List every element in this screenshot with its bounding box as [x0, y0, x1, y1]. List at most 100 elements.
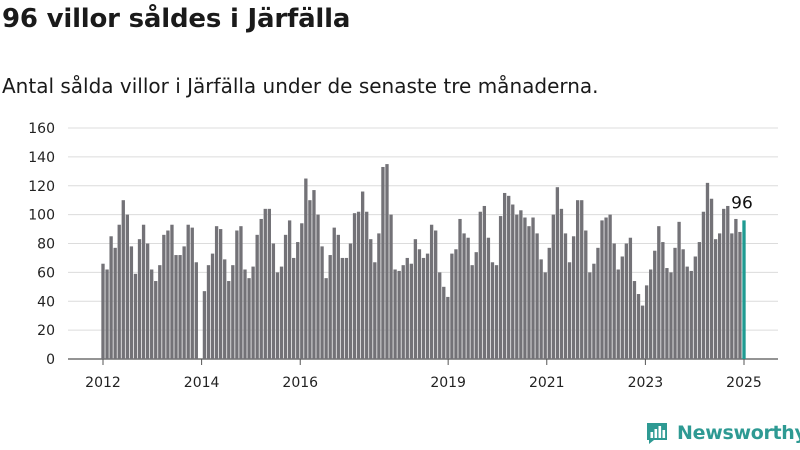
- bar: [328, 255, 332, 359]
- bar: [685, 266, 689, 359]
- bar: [373, 262, 377, 359]
- bar: [612, 243, 616, 359]
- bar: [369, 239, 373, 359]
- bar: [292, 257, 296, 359]
- bar: [312, 190, 316, 359]
- bar: [170, 224, 174, 359]
- bar: [636, 294, 641, 359]
- bar: [681, 249, 685, 359]
- x-tick-label: 2014: [184, 375, 220, 391]
- bar: [271, 243, 276, 359]
- bar: [105, 269, 109, 359]
- bar: [425, 253, 430, 359]
- bar: [308, 200, 312, 359]
- bar: [300, 223, 304, 359]
- bar: [243, 269, 247, 359]
- y-tick-label: 160: [28, 121, 55, 137]
- bar: [377, 233, 381, 359]
- bar: [393, 269, 397, 359]
- bar: [150, 269, 154, 359]
- bar: [178, 255, 182, 359]
- bar: [596, 247, 600, 359]
- bar: [632, 281, 637, 359]
- bar: [576, 200, 580, 359]
- bar: [738, 231, 742, 359]
- bar: [186, 224, 190, 359]
- bar: [486, 237, 491, 359]
- bar: [154, 281, 158, 359]
- bar: [657, 226, 661, 359]
- bar-series: [101, 164, 746, 359]
- bar: [470, 265, 474, 359]
- bar: [446, 296, 450, 359]
- bar: [701, 211, 706, 359]
- bar: [255, 234, 259, 359]
- y-tick-label: 80: [37, 237, 55, 253]
- bar: [158, 265, 162, 359]
- brand-name: Newsworthy: [677, 422, 800, 444]
- bar: [697, 242, 702, 359]
- bar: [141, 224, 146, 359]
- bar: [316, 214, 320, 359]
- bar: [360, 191, 365, 359]
- x-axis: 2012 2014 2016 2019 2021 2023 2025: [85, 359, 762, 391]
- bar: [413, 239, 418, 359]
- bar: [494, 265, 499, 359]
- y-tick-label: 120: [28, 179, 55, 195]
- bar: [571, 236, 576, 359]
- bar: [722, 208, 726, 359]
- x-tick-label: 2023: [628, 375, 664, 391]
- bar: [389, 214, 393, 359]
- y-tick-label: 140: [28, 150, 55, 166]
- bar: [531, 217, 535, 359]
- bar: [275, 272, 280, 359]
- x-tick-label: 2012: [85, 375, 121, 391]
- bar: [223, 259, 227, 359]
- bar: [527, 226, 531, 359]
- bar: [730, 233, 734, 359]
- bar: [551, 214, 555, 359]
- bar: [726, 205, 730, 359]
- bar: [669, 272, 673, 359]
- bar: [365, 211, 369, 359]
- bar: [109, 236, 113, 359]
- bar: [620, 256, 624, 359]
- y-tick-label: 40: [37, 294, 55, 310]
- bar: [661, 242, 665, 359]
- bar: [429, 224, 434, 359]
- bar: [450, 253, 454, 359]
- chart-subtitle: Antal sålda villor i Järfälla under de s…: [2, 74, 599, 98]
- bar: [356, 211, 361, 359]
- bar: [194, 262, 198, 359]
- bar: [624, 243, 629, 359]
- bar: [210, 253, 215, 359]
- bar: [190, 227, 194, 359]
- bar: [227, 281, 231, 359]
- bar: [466, 237, 470, 359]
- bar: [166, 230, 170, 359]
- bar: [324, 278, 328, 359]
- bar: [340, 257, 345, 359]
- bar: [129, 246, 134, 359]
- bar: [409, 263, 413, 359]
- bar: [344, 257, 349, 359]
- bar-latest: [742, 220, 746, 359]
- bar: [644, 285, 649, 359]
- bar: [523, 217, 527, 359]
- bar: [263, 208, 267, 359]
- chart-title: 96 villor såldes i Järfälla: [2, 4, 351, 34]
- bar: [713, 239, 718, 359]
- bar: [555, 187, 560, 359]
- bar: [511, 204, 515, 359]
- y-tick-label: 0: [46, 352, 55, 368]
- bar: [283, 234, 288, 359]
- bar: [519, 210, 523, 359]
- bar: [218, 229, 223, 359]
- bar: [478, 211, 482, 359]
- bar: [247, 278, 251, 359]
- bar: [709, 198, 714, 359]
- bar: [251, 266, 255, 359]
- bar: [515, 214, 519, 359]
- bar: [490, 262, 495, 359]
- bar: [693, 256, 697, 359]
